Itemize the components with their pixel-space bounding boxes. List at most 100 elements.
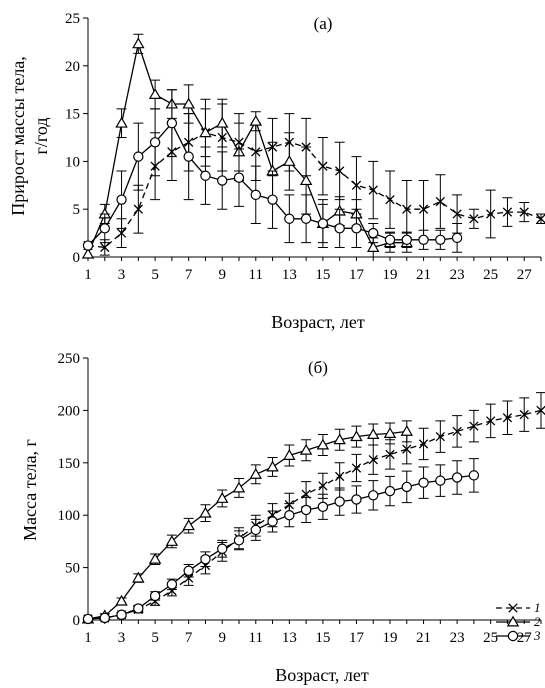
panel-a-line-1: [87, 131, 542, 249]
panel-a-point-1-19: [385, 194, 395, 205]
panel-b-line-1: [87, 409, 542, 620]
panel-b-point-3-13: [284, 510, 295, 521]
panel-b-point-3-1: [82, 613, 94, 625]
panel-a-point-3-15: [317, 218, 329, 229]
panel-a-point-2-4: [132, 37, 145, 49]
panel-b-point-3-18: [368, 490, 379, 501]
panel-a-point-3-4: [133, 151, 144, 162]
panel-b-point-3-6: [166, 579, 178, 590]
panel-b-point-2-6: [165, 534, 179, 546]
panel-b-point-3-8: [200, 554, 211, 565]
panel-a-point-3-20: [401, 234, 412, 245]
panel-a-xlabel: Возраст, лет: [271, 312, 365, 332]
panel-a-xtick-label-13: 27: [517, 267, 533, 283]
panel-a-ylabel-line1: Прирост массы тела,: [8, 56, 28, 216]
panel-b-xtick-label-2: 5: [151, 630, 159, 646]
panel-b-point-2-5: [148, 552, 162, 564]
panel-b-point-2-4: [132, 571, 145, 583]
panel-b-series-3: [82, 458, 480, 625]
panel-a-point-3-6: [166, 117, 178, 129]
panel-a-point-1-26: [502, 207, 513, 217]
panel-a-title: (а): [314, 14, 333, 33]
panel-b-point-1-24: [469, 421, 479, 431]
panel-b-xtick-label-10: 21: [416, 630, 431, 646]
panel-a-ytick-label-2: 10: [65, 154, 80, 170]
panel-b-point-2-10: [232, 481, 246, 493]
panel-b-xtick-label-3: 7: [185, 630, 193, 646]
panel-a-point-3-10: [233, 172, 245, 183]
panel-b-point-2-11: [249, 467, 263, 479]
panel-b-point-1-17: [351, 463, 362, 473]
panel-a-point-1-4: [133, 204, 143, 214]
panel-a-point-1-21: [418, 204, 429, 214]
panel-a-point-1-17: [351, 180, 362, 190]
panel-a-point-2-9: [215, 116, 229, 128]
panel-a-point-2-7: [182, 97, 195, 109]
panel-a-point-2-1: [81, 247, 95, 259]
panel-b-xtick-label-11: 23: [450, 630, 465, 646]
panel-a-point-3-22: [435, 234, 446, 245]
panel-a-point-1-28: [536, 214, 545, 224]
panel-b-point-2-16: [333, 433, 346, 445]
panel-a-point-1-15: [318, 161, 328, 171]
panel-b-point-2-9: [215, 492, 229, 503]
panel-a-point-3-5: [149, 137, 161, 148]
panel-a-point-3-16: [334, 223, 345, 234]
panel-b-point-2-13: [283, 449, 296, 460]
panel-a-point-3-3: [116, 194, 127, 205]
panel-b-point-1-7: [184, 573, 194, 583]
panel-b-point-2-19: [383, 427, 397, 438]
panel-b-xtick-label-0: 1: [84, 630, 92, 646]
panel-b-ylabel: Масса тела, г: [20, 439, 40, 541]
panel-a-ytick-label-3: 15: [65, 107, 80, 123]
panel-a-point-3-11: [250, 189, 261, 201]
panel-a-point-3-13: [284, 213, 295, 224]
panel-b: (б) Масса тела, г Возраст, лет 0 50 100 150…: [20, 351, 545, 685]
panel-a-xtick-label-11: 23: [450, 267, 465, 283]
panel-b-xtick-label-7: 15: [315, 630, 330, 646]
panel-b-line-3: [87, 474, 474, 620]
panel-a-point-1-22: [435, 196, 445, 207]
panel-a-xtick-label-5: 11: [249, 267, 263, 283]
panel-b-point-1-18: [368, 454, 378, 465]
panel-b-ytick-label-1: 50: [65, 561, 80, 577]
panel-a-point-3-8: [200, 170, 211, 181]
panel-a-point-3-23: [451, 232, 463, 244]
panel-a-point-3-21: [418, 234, 429, 245]
panel-b-xtick-label-4: 9: [218, 630, 226, 646]
panel-b-point-3-14: [300, 504, 312, 516]
panel-a-xtick-label-2: 5: [151, 267, 159, 283]
panel-b-point-1-21: [418, 439, 429, 449]
panel-b-point-3-7: [183, 565, 194, 576]
panel-b-xtick-label-13: 27: [517, 630, 533, 646]
panel-a-xtick-label-12: 25: [483, 267, 498, 283]
panel-a-point-1-3: [116, 228, 127, 238]
panel-a-xtick-label-3: 7: [185, 267, 193, 283]
panel-a-point-3-1: [82, 240, 94, 251]
panel-b-point-1-26: [502, 413, 513, 423]
panel-b-legend-label-3: 3: [533, 628, 541, 643]
panel-b-point-1-19: [385, 449, 395, 460]
panel-b-point-2-3: [115, 594, 128, 606]
panel-b-ytick-label-4: 200: [58, 403, 81, 419]
panel-a-point-3-19: [384, 234, 396, 245]
panel-b-xtick-label-8: 17: [349, 630, 365, 646]
panel-a-point-2-3: [115, 116, 128, 128]
panel-b-ytick-label-0: 0: [73, 613, 81, 629]
panel-b-point-3-16: [334, 496, 345, 507]
panel-b-point-3-4: [133, 603, 144, 614]
panel-b-point-3-17: [351, 494, 362, 505]
panel-b-point-3-11: [250, 524, 261, 536]
panel-a-ytick-label-0: 0: [73, 250, 81, 266]
panel-a: (а) Прирост массы тела, г/год Возраст, л…: [8, 11, 545, 332]
panel-a-xtick-label-0: 1: [84, 267, 92, 283]
panel-b-series-2: [81, 420, 414, 624]
panel-b-xtick-label-5: 11: [249, 630, 263, 646]
panel-b-xlabel: Возраст, лет: [275, 665, 369, 685]
panel-a-series-1: [83, 98, 545, 256]
panel-a-xtick-label-1: 3: [118, 267, 126, 283]
panel-b-point-1-25: [486, 416, 496, 426]
